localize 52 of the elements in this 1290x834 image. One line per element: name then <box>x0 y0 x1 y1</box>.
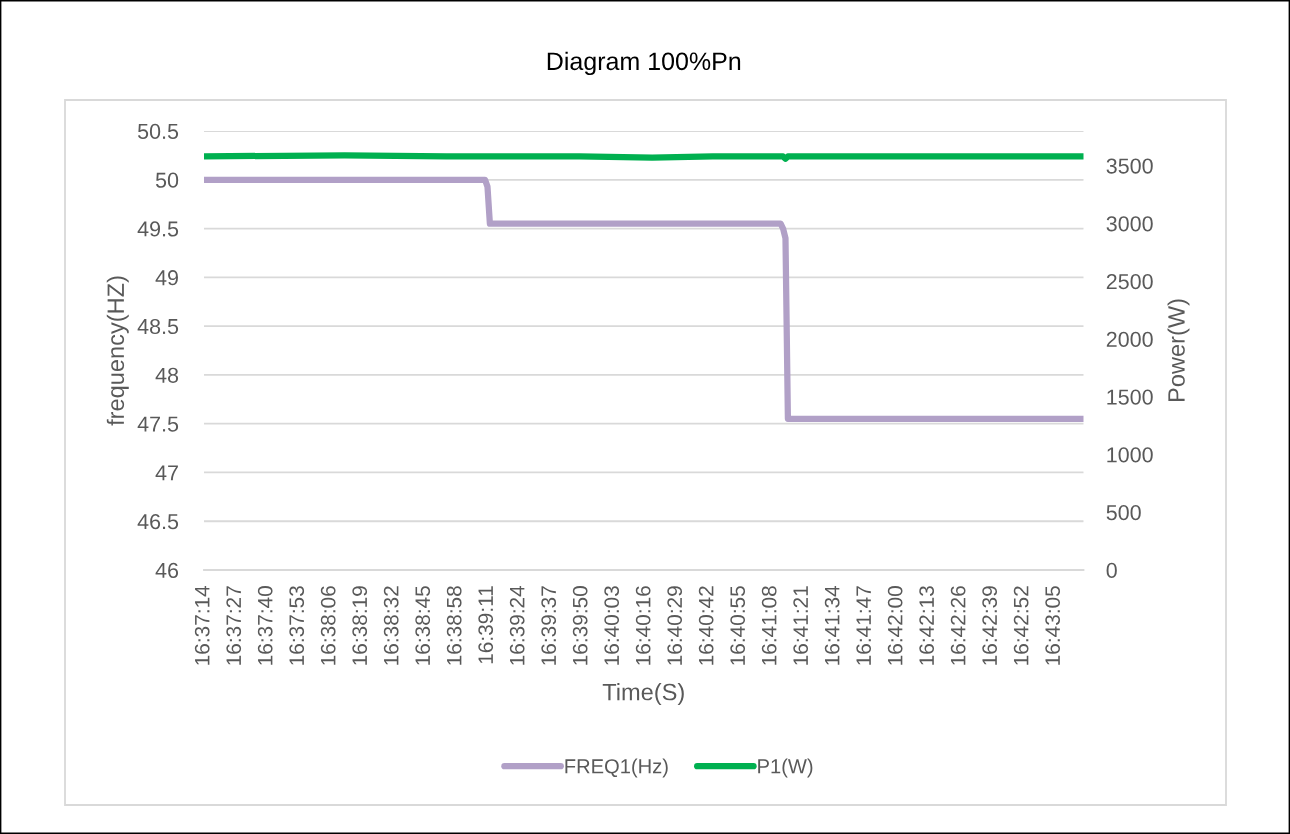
y-axis-title: frequency(HZ) <box>106 276 129 426</box>
y2-tick-label: 1500 <box>1107 389 1153 405</box>
y2-tick-label: 2000 <box>1106 331 1153 347</box>
x-tick-label: 16:40:55 <box>730 586 746 665</box>
x-tick-label: 16:37:53 <box>289 586 305 665</box>
x-tick-label: 16:43:05 <box>1045 586 1061 665</box>
legend-label: FREQ1(Hz) <box>565 758 668 778</box>
x-tick-label: 16:41:47 <box>856 586 872 665</box>
y-tick-label: 49.5 <box>137 221 179 237</box>
x-tick-label: 16:40:03 <box>604 586 620 665</box>
y-tick-label: 46.5 <box>137 513 179 530</box>
y2-axis-title: Power(W) <box>1167 299 1190 402</box>
y-tick-label: 50 <box>155 172 179 188</box>
y2-tick-label: 2500 <box>1106 273 1153 290</box>
x-tick-label: 16:39:11 <box>478 586 494 664</box>
x-tick-label: 16:39:24 <box>509 585 525 665</box>
x-tick-label: 16:41:21 <box>793 586 809 665</box>
y-tick-label: 46 <box>155 562 179 579</box>
x-axis-title: Time(S) <box>602 683 684 706</box>
x-tick-label: 16:38:32 <box>383 586 399 665</box>
x-tick-label: 16:38:19 <box>352 586 368 665</box>
y2-tick-label: 500 <box>1106 505 1141 521</box>
x-tick-label: 16:38:45 <box>415 586 431 665</box>
x-tick-label: 16:42:26 <box>950 586 966 665</box>
x-tick-label: 16:42:13 <box>919 586 935 665</box>
legend-label: P1(W) <box>758 758 813 778</box>
x-tick-label: 16:41:34 <box>824 585 840 665</box>
x-tick-label: 16:41:08 <box>761 586 777 665</box>
x-tick-label: 16:40:16 <box>635 586 651 665</box>
x-tick-label: 16:40:29 <box>667 586 683 665</box>
y-tick-label: 49 <box>155 270 178 286</box>
x-tick-label: 16:40:42 <box>698 586 714 665</box>
y2-tick-label: 1000 <box>1107 447 1153 463</box>
y2-tick-label: 0 <box>1106 562 1117 579</box>
x-tick-label: 16:42:00 <box>887 586 903 665</box>
x-tick-label: 16:38:58 <box>446 586 462 665</box>
y-tick-label: 48.5 <box>137 318 179 335</box>
y-tick-label: 48 <box>155 367 179 383</box>
x-tick-label: 16:42:39 <box>982 586 998 665</box>
chart-title: Diagram 100%Pn <box>547 51 741 76</box>
y-tick-label: 47 <box>155 465 178 481</box>
y2-tick-label: 3500 <box>1106 158 1153 174</box>
y2-tick-label: 3000 <box>1106 216 1153 232</box>
x-tick-label: 16:39:50 <box>572 586 588 665</box>
x-tick-label: 16:37:14 <box>194 585 210 665</box>
x-tick-label: 16:37:40 <box>257 586 273 665</box>
x-tick-label: 16:37:27 <box>226 586 242 665</box>
x-tick-label: 16:42:52 <box>1013 586 1029 665</box>
y-tick-label: 50.5 <box>137 123 179 140</box>
x-tick-label: 16:39:37 <box>541 586 557 665</box>
y-tick-label: 47.5 <box>137 416 179 432</box>
x-tick-label: 16:38:06 <box>320 586 336 665</box>
